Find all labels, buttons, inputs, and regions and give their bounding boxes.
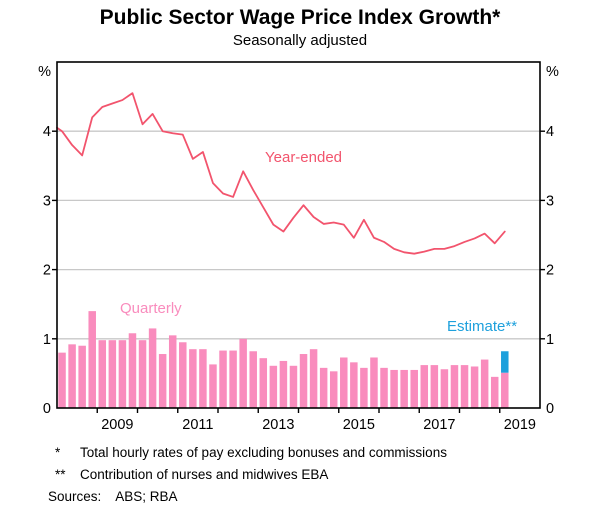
quarterly-bar	[340, 357, 348, 408]
x-axis-label-2017: 2017	[423, 417, 455, 433]
footnote-1-text: Total hourly rates of pay excluding bonu…	[80, 445, 447, 460]
x-axis-label-2015: 2015	[343, 417, 375, 433]
x-axis-label-2013: 2013	[262, 417, 294, 433]
quarterly-bar	[289, 365, 298, 408]
y-axis-label-right: 2	[546, 263, 554, 279]
y-axis-label-right: 4	[546, 124, 554, 140]
quarterly-bar	[229, 350, 237, 408]
y-axis-unit-left: %	[38, 64, 51, 80]
y-axis-label-left: 3	[43, 193, 51, 209]
quarterly-bar	[259, 358, 268, 408]
quarterly-bar	[470, 366, 479, 408]
footnote-1-marker: *	[55, 445, 61, 460]
quarterly-bar	[501, 372, 509, 408]
quarterly-bar	[400, 369, 408, 408]
quarterly-bar	[168, 335, 177, 408]
quarterly-bar	[299, 354, 308, 408]
x-axis-label-2019: 2019	[504, 417, 536, 433]
quarterly-bar	[138, 340, 147, 408]
quarterly-bar	[370, 357, 378, 408]
quarterly-bar	[319, 367, 328, 408]
quarterly-bar	[68, 344, 76, 408]
quarterly-bar	[158, 354, 167, 408]
quarterly-bar	[78, 345, 86, 408]
quarterly-bar	[430, 365, 439, 408]
quarterly-bar	[219, 350, 227, 408]
quarterly-bar	[88, 311, 96, 408]
quarterly-bar	[380, 367, 388, 408]
quarterly-bar	[390, 369, 398, 408]
quarterly-bar	[98, 340, 107, 408]
quarterly-bar	[480, 359, 489, 408]
wpi-chart-plot: 0 0 1 1 2 2 3 3 4 4% % 2009 2011 2013 2015 2017 2019 Year…	[38, 61, 559, 433]
quarterly-bar	[108, 340, 117, 408]
footnote-2-text: Contribution of nurses and midwives EBA	[80, 467, 329, 482]
quarterly-bar	[460, 365, 469, 408]
x-axis-label-2009: 2009	[101, 417, 133, 433]
sources-value: ABS; RBA	[115, 489, 178, 504]
quarterly-bar	[329, 371, 338, 408]
quarterly-bar	[420, 365, 429, 408]
series-label-estimate: Estimate**	[447, 318, 517, 335]
quarterly-bar	[209, 364, 217, 408]
quarterly-bar	[279, 360, 288, 408]
chart-subtitle: Seasonally adjusted	[232, 32, 368, 49]
quarterly-bar	[239, 338, 247, 408]
sources-line: Sources: ABS; RBA	[48, 489, 178, 504]
y-axis-label-left: 4	[43, 124, 51, 140]
quarterly-bar	[148, 328, 157, 408]
quarterly-bar	[450, 365, 459, 408]
footnote-2-marker: **	[55, 467, 66, 482]
y-axis-label-right: 0	[546, 401, 554, 417]
quarterly-bar	[410, 369, 418, 408]
series-label-yearended: Year-ended	[265, 149, 342, 166]
y-axis-label-left: 1	[43, 332, 51, 348]
sources-label: Sources:	[48, 489, 102, 504]
quarterly-bar	[189, 349, 197, 408]
quarterly-bar	[249, 351, 257, 408]
quarterly-bar	[179, 342, 187, 408]
y-axis-label-left: 0	[43, 401, 51, 417]
y-axis-unit-right: %	[546, 64, 559, 80]
year-ended-line	[56, 92, 506, 255]
quarterly-bar	[128, 333, 137, 408]
quarterly-bar	[350, 362, 358, 408]
quarterly-bar	[440, 369, 449, 408]
quarterly-bar	[269, 365, 278, 408]
y-axis-label-right: 1	[546, 332, 554, 348]
quarterly-bar	[58, 352, 66, 408]
estimate-bar-segment	[501, 351, 509, 373]
quarterly-bar	[118, 340, 127, 408]
x-axis-label-2011: 2011	[182, 417, 213, 433]
quarterly-bar	[360, 367, 368, 408]
quarterly-bar	[199, 349, 207, 408]
quarterly-bar	[309, 349, 318, 408]
series-label-quarterly: Quarterly	[120, 300, 182, 317]
y-axis-label-right: 3	[546, 193, 554, 209]
quarterly-bar	[490, 376, 499, 408]
y-axis-label-left: 2	[43, 263, 51, 279]
chart-title: Public Sector Wage Price Index Growth*	[99, 6, 501, 29]
